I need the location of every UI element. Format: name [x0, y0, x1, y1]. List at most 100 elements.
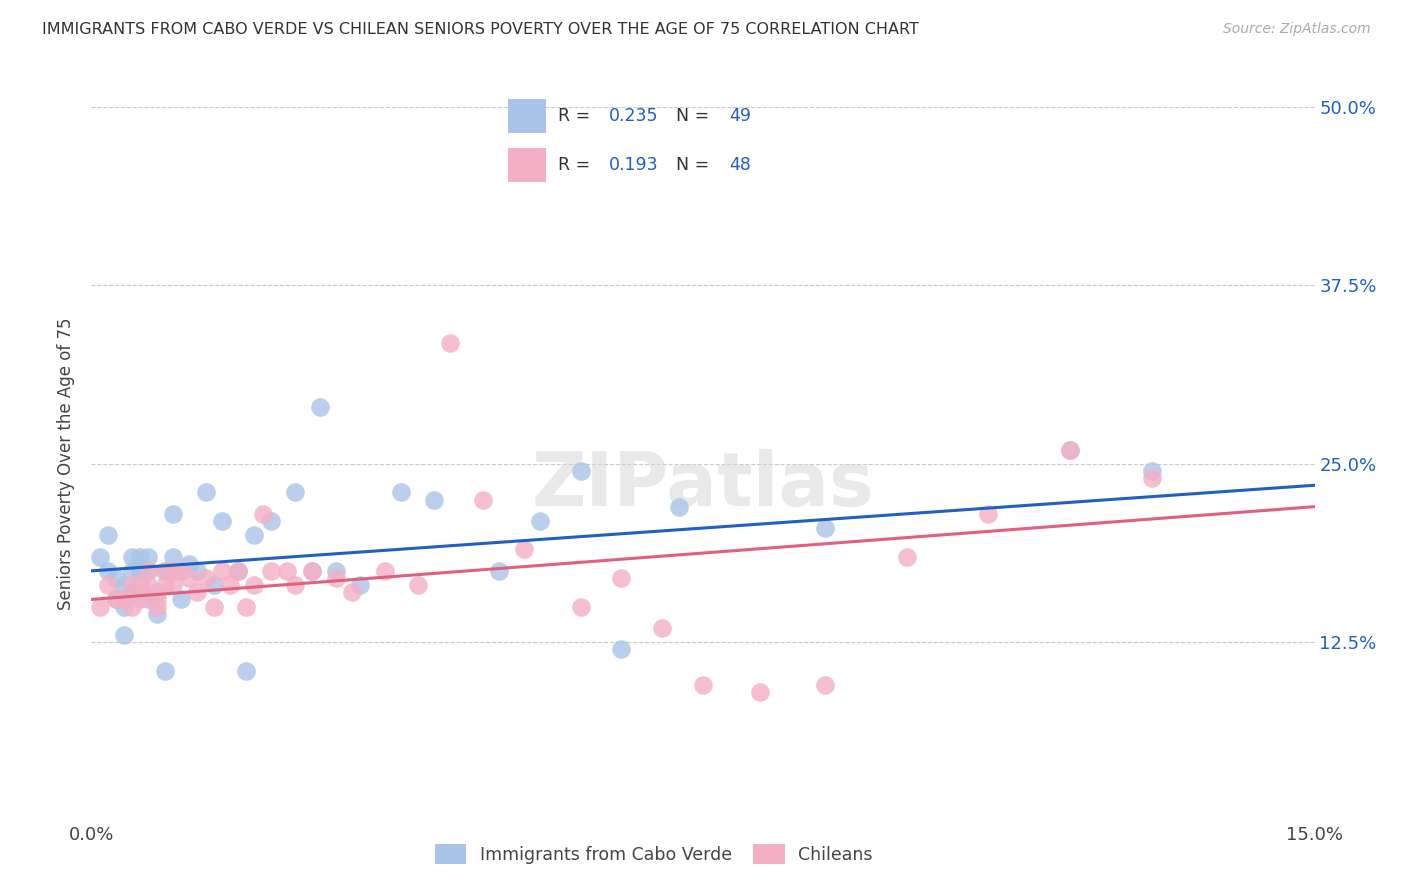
- Point: [162, 578, 184, 592]
- Point: [342, 585, 364, 599]
- Point: [284, 578, 307, 592]
- Point: [1140, 464, 1163, 478]
- Point: [668, 500, 690, 514]
- Point: [162, 564, 184, 578]
- Point: [1140, 471, 1163, 485]
- Point: [104, 571, 127, 585]
- Point: [814, 678, 837, 692]
- Point: [145, 585, 167, 599]
- Point: [569, 599, 592, 614]
- Point: [170, 564, 193, 578]
- Point: [243, 528, 266, 542]
- Point: [121, 585, 143, 599]
- Point: [138, 549, 160, 564]
- Point: [129, 578, 152, 592]
- Point: [89, 599, 111, 614]
- Point: [97, 564, 120, 578]
- FancyBboxPatch shape: [508, 148, 547, 181]
- Point: [170, 592, 193, 607]
- Text: Source: ZipAtlas.com: Source: ZipAtlas.com: [1223, 22, 1371, 37]
- Point: [325, 564, 347, 578]
- Point: [349, 578, 371, 592]
- Point: [121, 578, 143, 592]
- Text: N =: N =: [676, 107, 716, 126]
- Point: [112, 628, 135, 642]
- Point: [121, 599, 143, 614]
- Point: [121, 564, 143, 578]
- Point: [97, 528, 120, 542]
- Point: [896, 549, 918, 564]
- Point: [529, 514, 551, 528]
- Point: [112, 578, 135, 592]
- Point: [129, 564, 152, 578]
- Point: [89, 549, 111, 564]
- Point: [243, 578, 266, 592]
- Y-axis label: Seniors Poverty Over the Age of 75: Seniors Poverty Over the Age of 75: [58, 318, 76, 610]
- Point: [129, 592, 152, 607]
- Point: [569, 464, 592, 478]
- Point: [423, 492, 446, 507]
- Point: [260, 514, 283, 528]
- Point: [439, 335, 461, 350]
- Point: [325, 571, 347, 585]
- Point: [186, 585, 208, 599]
- Point: [186, 564, 208, 578]
- Point: [153, 664, 176, 678]
- Point: [138, 564, 160, 578]
- Point: [276, 564, 298, 578]
- Point: [194, 485, 217, 500]
- Point: [162, 507, 184, 521]
- Point: [179, 557, 201, 571]
- Point: [153, 564, 176, 578]
- Point: [1059, 442, 1081, 457]
- FancyBboxPatch shape: [508, 99, 547, 133]
- Point: [129, 549, 152, 564]
- Point: [121, 549, 143, 564]
- Point: [202, 599, 225, 614]
- Point: [112, 592, 135, 607]
- Point: [194, 571, 217, 585]
- Point: [389, 485, 412, 500]
- Point: [235, 664, 257, 678]
- Point: [145, 592, 167, 607]
- Point: [162, 549, 184, 564]
- Point: [138, 564, 160, 578]
- Point: [145, 607, 167, 621]
- Point: [170, 564, 193, 578]
- Point: [308, 400, 330, 414]
- Point: [153, 564, 176, 578]
- Text: 48: 48: [730, 155, 751, 174]
- Point: [651, 621, 673, 635]
- Point: [145, 599, 167, 614]
- Point: [138, 592, 160, 607]
- Text: IMMIGRANTS FROM CABO VERDE VS CHILEAN SENIORS POVERTY OVER THE AGE OF 75 CORRELA: IMMIGRANTS FROM CABO VERDE VS CHILEAN SE…: [42, 22, 920, 37]
- Point: [512, 542, 534, 557]
- Point: [252, 507, 274, 521]
- Point: [235, 599, 257, 614]
- Point: [219, 578, 242, 592]
- Text: 0.193: 0.193: [609, 155, 658, 174]
- Point: [211, 564, 233, 578]
- Point: [226, 564, 249, 578]
- Point: [211, 514, 233, 528]
- Point: [179, 571, 201, 585]
- Point: [284, 485, 307, 500]
- Text: ZIPatlas: ZIPatlas: [531, 449, 875, 522]
- Point: [301, 564, 323, 578]
- Point: [374, 564, 396, 578]
- Text: N =: N =: [676, 155, 716, 174]
- Legend: Immigrants from Cabo Verde, Chileans: Immigrants from Cabo Verde, Chileans: [426, 835, 882, 872]
- Point: [977, 507, 1000, 521]
- Text: R =: R =: [558, 155, 596, 174]
- Point: [1059, 442, 1081, 457]
- Point: [406, 578, 429, 592]
- Point: [260, 564, 283, 578]
- Point: [112, 599, 135, 614]
- Point: [226, 564, 249, 578]
- Point: [104, 592, 127, 607]
- Point: [301, 564, 323, 578]
- Text: R =: R =: [558, 107, 596, 126]
- Point: [153, 578, 176, 592]
- Point: [202, 578, 225, 592]
- Point: [138, 578, 160, 592]
